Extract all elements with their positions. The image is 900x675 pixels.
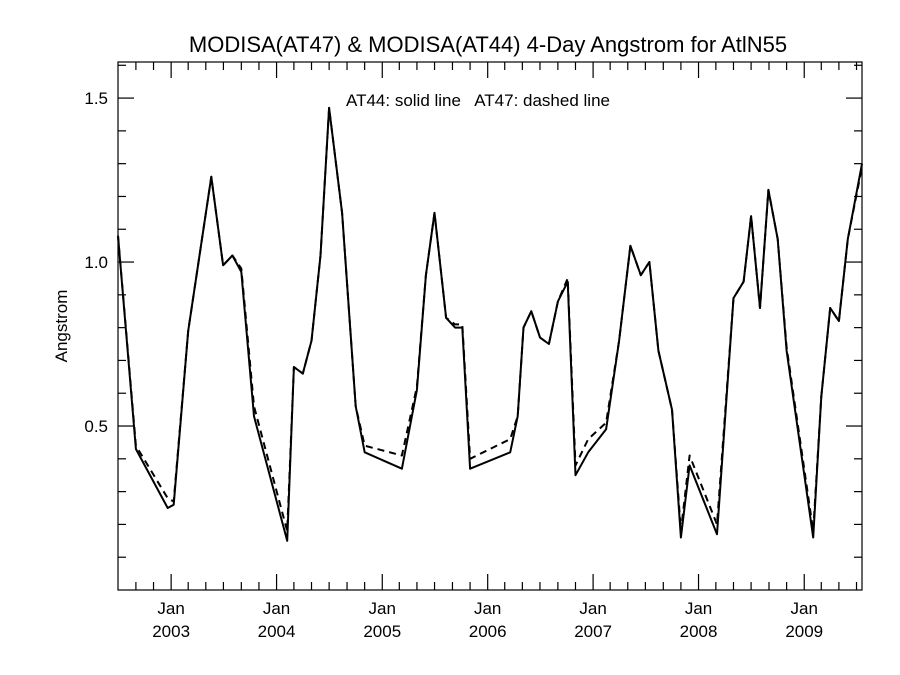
x-tick-label-month: Jan bbox=[474, 599, 501, 618]
x-tick-label-month: Jan bbox=[791, 599, 818, 618]
x-tick-label-year: 2003 bbox=[152, 622, 190, 641]
series-line-at44 bbox=[117, 106, 863, 542]
x-tick-label-month: Jan bbox=[157, 599, 184, 618]
y-axis-label: Angstrom bbox=[52, 290, 71, 363]
chart-title: MODISA(AT47) & MODISA(AT44) 4-Day Angstr… bbox=[189, 32, 787, 57]
x-tick-label-year: 2009 bbox=[785, 622, 823, 641]
x-tick-label-month: Jan bbox=[369, 599, 396, 618]
y-tick-label: 0.5 bbox=[84, 417, 108, 436]
x-tick-label-year: 2004 bbox=[258, 622, 296, 641]
y-tick-label: 1.0 bbox=[84, 253, 108, 272]
series-line-at47 bbox=[117, 106, 863, 532]
x-tick-label-month: Jan bbox=[685, 599, 712, 618]
x-tick-label-month: Jan bbox=[579, 599, 606, 618]
x-tick-label-year: 2008 bbox=[680, 622, 718, 641]
x-tick-label-year: 2006 bbox=[469, 622, 507, 641]
plot-frame bbox=[117, 61, 863, 591]
y-tick-label: 1.5 bbox=[84, 89, 108, 108]
x-tick-label-year: 2005 bbox=[363, 622, 401, 641]
legend-annotation: AT44: solid line AT47: dashed line bbox=[346, 91, 610, 110]
x-tick-label-month: Jan bbox=[263, 599, 290, 618]
x-tick-label-year: 2007 bbox=[574, 622, 612, 641]
